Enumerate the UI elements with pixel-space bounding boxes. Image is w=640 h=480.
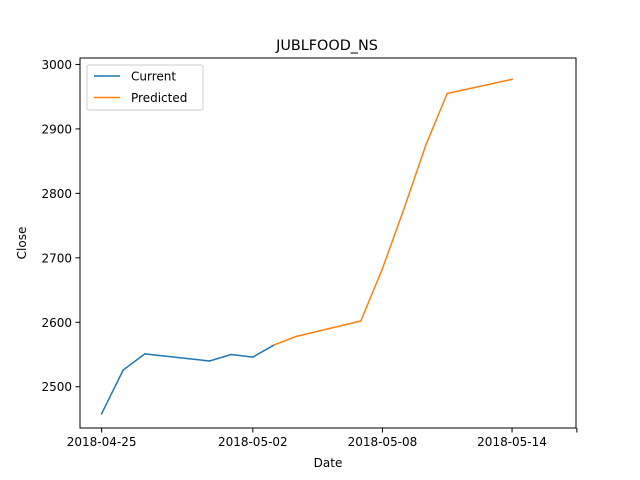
chart-title: JUBLFOOD_NS <box>275 38 378 54</box>
legend: Current Predicted <box>86 64 204 111</box>
y-axis-ticks: 2500 2600 2700 2800 2900 3000 <box>41 58 80 394</box>
legend-label: Predicted <box>131 91 187 105</box>
legend-label: Current <box>131 70 176 84</box>
plot-area <box>100 78 513 415</box>
plot-frame <box>79 57 577 429</box>
x-tick-label: 2018-04-25 <box>67 435 137 449</box>
x-tick-label: 2018-05-14 <box>477 435 547 449</box>
x-tick-label: 2018-05-08 <box>348 435 418 449</box>
data-point <box>424 144 427 147</box>
x-tick-label: 2018-05-02 <box>218 435 288 449</box>
y-tick-label: 3000 <box>41 58 72 72</box>
x-axis-label: Date <box>314 456 343 470</box>
y-axis-label: Close <box>15 227 29 260</box>
x-axis-ticks: 2018-04-25 2018-05-02 2018-05-08 2018-05-14 <box>67 428 578 449</box>
y-tick-label: 2700 <box>41 251 72 265</box>
data-point <box>511 78 513 81</box>
data-point <box>273 344 276 346</box>
data-point <box>100 413 103 415</box>
data-point <box>403 208 405 210</box>
series-line-predicted <box>273 78 513 346</box>
data-point <box>208 360 211 362</box>
y-tick-label: 2800 <box>41 187 72 201</box>
data-point <box>295 335 297 338</box>
y-tick-label: 2600 <box>41 316 72 330</box>
data-point <box>122 369 124 371</box>
data-point <box>230 353 232 356</box>
data-point <box>360 320 362 322</box>
data-point <box>252 356 254 358</box>
y-tick-label: 2500 <box>41 380 72 394</box>
data-point <box>381 268 384 270</box>
series-line-current <box>100 343 276 415</box>
data-point <box>446 92 448 95</box>
data-point <box>144 353 146 355</box>
y-tick-label: 2900 <box>41 122 72 136</box>
